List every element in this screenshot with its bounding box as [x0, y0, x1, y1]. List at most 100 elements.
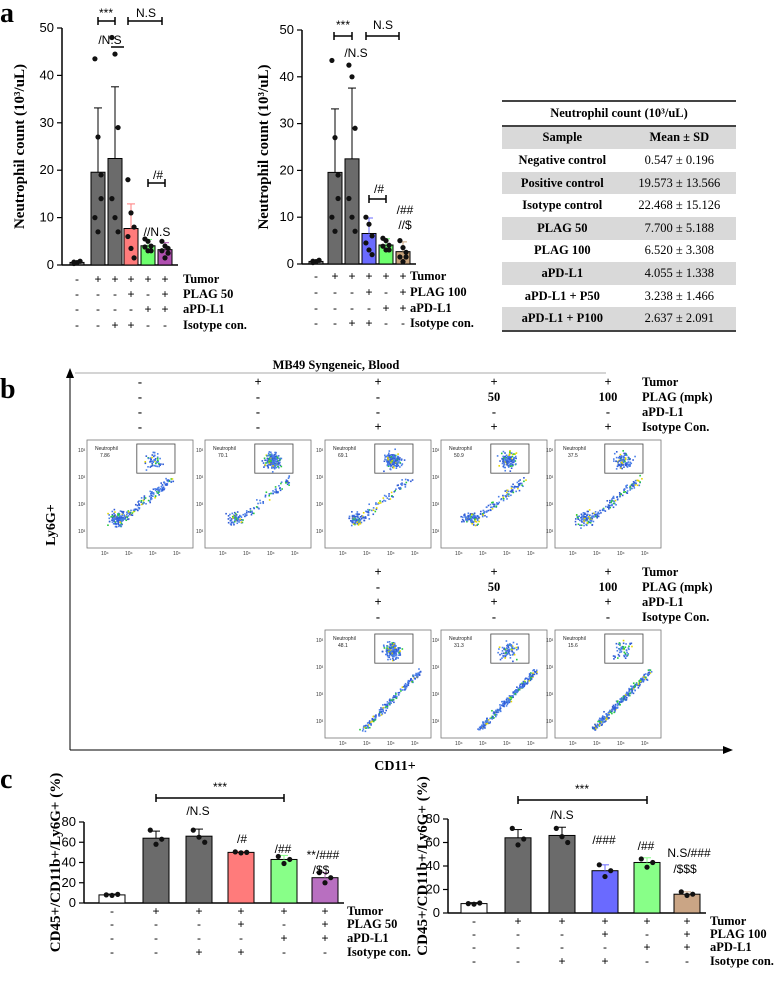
flow-event: [506, 463, 508, 466]
flow-event: [503, 462, 505, 464]
flow-event: [140, 497, 143, 499]
flow-event: [147, 466, 149, 468]
flow-event: [280, 482, 282, 485]
flow-event: [392, 696, 394, 699]
flow-event: [385, 648, 388, 651]
flow-event: [352, 520, 354, 522]
flow-event: [600, 724, 603, 727]
flow-event: [277, 457, 279, 459]
flow-event: [532, 675, 534, 678]
condition-mark: -: [129, 302, 133, 316]
condition-mark: -: [472, 914, 476, 928]
data-point: [328, 875, 334, 881]
gate-percent: 50.9: [454, 453, 464, 459]
flow-event: [272, 456, 275, 458]
flow-event: [628, 464, 630, 467]
flow-event: [619, 644, 621, 646]
flow-event: [637, 683, 640, 686]
flow-event: [621, 647, 623, 650]
flow-event: [611, 498, 613, 500]
flow-event: [389, 465, 392, 468]
data-point: [602, 873, 608, 880]
flow-event: [612, 500, 615, 502]
flow-event: [392, 646, 394, 648]
flow-event: [117, 523, 120, 526]
flow-event: [507, 700, 510, 703]
y-tick-label: 50: [280, 22, 294, 37]
flow-event: [267, 463, 270, 466]
flow-event: [150, 460, 152, 463]
flow-event: [396, 461, 398, 463]
flow-event: [353, 514, 355, 517]
flow-event: [112, 515, 115, 518]
data-point: [95, 134, 101, 140]
flow-event: [253, 512, 255, 515]
flow-event: [625, 462, 627, 464]
flow-event: [583, 522, 585, 524]
flow-event: [520, 482, 523, 485]
condition-mark: -: [367, 301, 371, 315]
flow-event: [123, 514, 126, 516]
flow-event: [614, 707, 616, 710]
flow-event: [138, 500, 140, 502]
condition-mark: +: [348, 269, 355, 283]
flow-event: [367, 721, 370, 724]
flow-event: [631, 687, 634, 689]
flow-event: [117, 521, 120, 524]
flow-event: [509, 700, 511, 702]
flow-axis-tick: 10⁴: [267, 551, 275, 557]
flow-event: [578, 515, 581, 518]
flow-event: [582, 516, 585, 518]
flow-event: [482, 721, 484, 723]
flow-event: [503, 456, 506, 458]
flow-event: [390, 456, 393, 458]
flow-event: [515, 646, 518, 649]
flow-event: [503, 703, 506, 706]
flow-event: [404, 688, 406, 691]
flow-event: [383, 470, 385, 473]
data-point: [162, 255, 168, 261]
flow-event: [264, 459, 266, 461]
flow-event: [133, 510, 136, 512]
condition-mark: -: [113, 302, 117, 316]
condition-label: Tumor: [183, 272, 220, 286]
flow-event: [362, 726, 365, 728]
flow-axis-tick: 10³: [316, 529, 324, 535]
flow-event: [395, 462, 397, 465]
flow-event: [634, 479, 637, 482]
flow-event: [507, 645, 510, 647]
flow-event: [375, 502, 377, 504]
flow-event: [417, 672, 419, 675]
flow-event: [395, 465, 398, 468]
condition-label: Isotype con.: [183, 318, 247, 332]
flow-event: [525, 682, 528, 685]
flow-axis-tick: 10⁴: [291, 551, 299, 557]
flow-event: [603, 710, 605, 713]
flow-event: [471, 513, 473, 516]
flow-event: [626, 490, 629, 492]
flow-event: [136, 504, 139, 507]
condition-mark: -: [282, 945, 286, 959]
flow-event: [392, 462, 394, 464]
data-point: [142, 244, 148, 250]
condition-label: PLAG 100: [410, 285, 467, 299]
flow-event: [408, 680, 411, 682]
flow-event: [410, 480, 412, 483]
flow-event: [231, 512, 234, 515]
condition-mark: +: [558, 954, 565, 968]
flow-event: [511, 455, 514, 458]
flow-event: [386, 647, 388, 649]
flow-condition-mark: +: [374, 595, 381, 609]
flow-event: [618, 464, 621, 467]
flow-event: [508, 695, 511, 697]
condition-mark: +: [514, 914, 521, 928]
flow-event: [508, 650, 511, 652]
flow-event: [385, 495, 387, 498]
gate-percent: 31.3: [454, 643, 464, 649]
flow-event: [495, 709, 497, 712]
flow-event: [474, 518, 476, 520]
flow-cytometry-panel: MB49 Syngeneic, Blood Ly6G+ CD11+ - + + + + T…: [44, 358, 733, 774]
flow-event: [389, 647, 392, 650]
data-point: [397, 238, 403, 244]
